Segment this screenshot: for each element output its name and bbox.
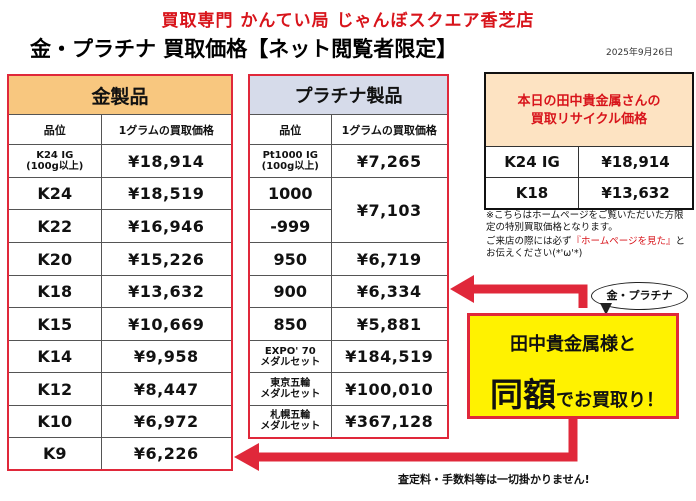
promo-line: 田中貴金属様と xyxy=(510,334,636,355)
recycle-grade: K18 xyxy=(486,178,579,208)
shop-title: 買取専門 かんてい局 じゃんぼスクエア香芝店 xyxy=(161,11,535,31)
platinum-price: ¥5,881 xyxy=(330,307,449,341)
page-title: 金・プラチナ 買取価格【ネット閲覧者限定】 xyxy=(30,37,458,61)
footer-note: 査定料・手数料等は一切掛かりません! xyxy=(398,473,590,486)
gold-grade: K18 xyxy=(7,275,102,308)
gold-price: ¥6,972 xyxy=(100,405,233,438)
gold-price: ¥18,914 xyxy=(100,144,233,178)
platinum-set-price: ¥100,010 xyxy=(330,372,449,406)
arrow-to-900 xyxy=(450,275,588,308)
promo-line: 同額でお買取り！ xyxy=(478,368,676,416)
gold-grade: K10 xyxy=(7,405,102,438)
recycle-grade: K24 IG xyxy=(486,147,579,177)
platinum-price-table: プラチナ製品 品位 1グラムの買取価格 Pt1000 IG (100g以上) ¥7… xyxy=(248,74,449,439)
gold-grade: K14 xyxy=(7,340,102,373)
notice-highlight: 『ホームページを見た』 xyxy=(571,236,676,247)
platinum-price: ¥7,265 xyxy=(330,144,449,178)
recycle-title: 本日の田中貴金属さんの 買取リサイクル価格 xyxy=(486,74,692,147)
platinum-set-price: ¥367,128 xyxy=(330,405,449,438)
gold-price: ¥18,519 xyxy=(100,177,233,210)
recycle-price-box: 本日の田中貴金属さんの 買取リサイクル価格 K24 IG ¥18,914 K18 … xyxy=(484,72,694,210)
platinum-table-title: プラチナ製品 xyxy=(248,74,449,115)
gold-grade-k24ig: K24 IG (100g以上) xyxy=(7,144,102,178)
speech-bubble-tail xyxy=(600,303,612,315)
date-label: 2025年9月26日 xyxy=(606,48,674,58)
promo-emphasis: 同額 xyxy=(490,375,556,414)
platinum-set-price: ¥184,519 xyxy=(330,340,449,373)
recycle-price: ¥13,632 xyxy=(601,184,670,202)
gold-price-table: 金製品 品位 1グラムの買取価格 K24 IG (100g以上) ¥18,914 … xyxy=(7,74,234,471)
recycle-row: K24 IG ¥18,914 xyxy=(486,147,692,178)
platinum-price: ¥6,719 xyxy=(330,242,449,276)
gold-price: ¥6,226 xyxy=(100,437,233,470)
promo-box: 田中貴金属様と 同額でお買取り！ xyxy=(467,313,679,419)
promo-suffix: でお買取り！ xyxy=(556,390,664,411)
platinum-grade: -999 xyxy=(248,209,332,243)
gold-col-grade: 品位 xyxy=(7,114,102,145)
gold-grade: K20 xyxy=(7,242,102,276)
gold-grade: K24 xyxy=(7,177,102,210)
gold-table-title: 金製品 xyxy=(7,74,233,115)
platinum-set-label: 札幌五輪 メダルセット xyxy=(248,405,332,438)
gold-price: ¥8,447 xyxy=(100,372,233,406)
gold-grade: K12 xyxy=(7,372,102,406)
gold-grade: K22 xyxy=(7,209,102,243)
arrow-to-k9 xyxy=(234,419,578,471)
platinum-grade: 900 xyxy=(248,275,332,308)
recycle-price: ¥18,914 xyxy=(601,153,670,171)
recycle-row: K18 ¥13,632 xyxy=(486,178,692,208)
gold-col-price: 1グラムの買取価格 xyxy=(100,114,233,145)
gold-grade: K15 xyxy=(7,307,102,341)
platinum-price: ¥7,103 xyxy=(330,177,449,243)
platinum-price: ¥6,334 xyxy=(330,275,449,308)
notice-text: ※こちらはホームページをご覧いただいた方限定の特別買取価格となります。 xyxy=(486,210,684,233)
platinum-col-price: 1グラムの買取価格 xyxy=(330,114,449,145)
notice-text: ご来店の際には必ず『ホームページを見た』とお伝えください(*'ω'*) xyxy=(486,236,686,259)
